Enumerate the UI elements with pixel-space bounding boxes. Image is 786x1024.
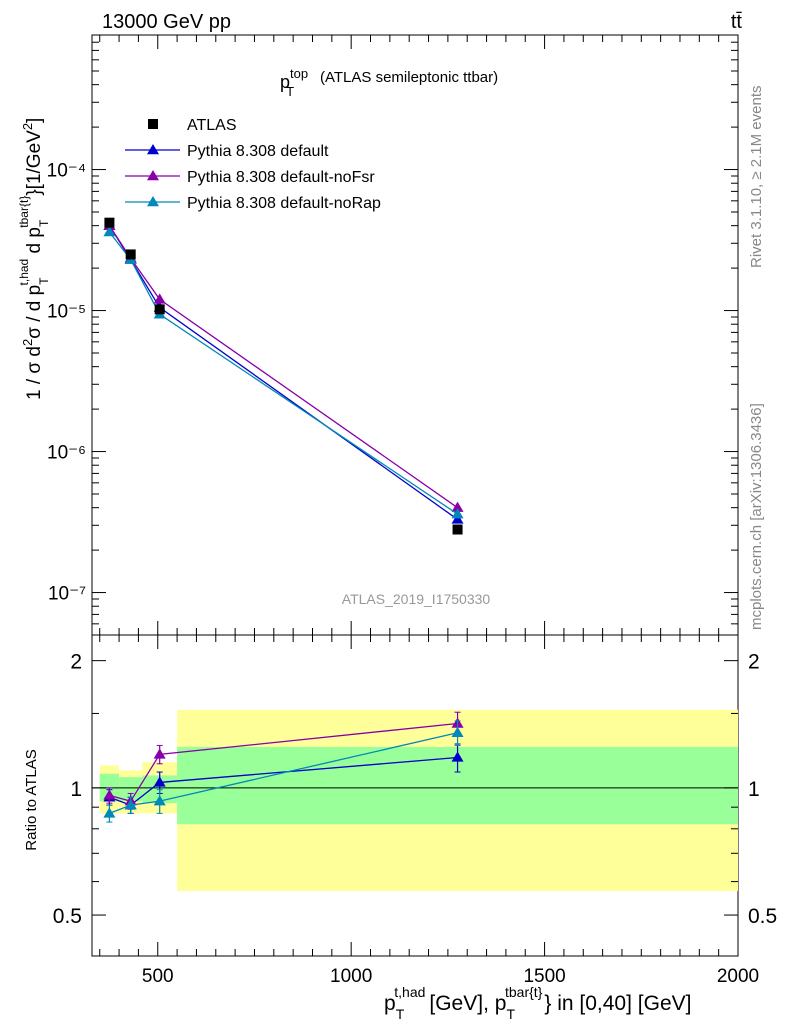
main-series-group — [103, 217, 464, 535]
y-tick-label: 10⁻⁴ — [47, 161, 86, 182]
series-line — [108, 225, 458, 520]
ratio-series-point — [153, 776, 166, 787]
series-point — [103, 226, 116, 237]
ratio-series-point — [451, 726, 464, 737]
series-line — [108, 231, 458, 515]
data-point — [452, 524, 463, 535]
legend-marker-data — [148, 119, 158, 129]
xlabel: pTt,had [GeV], pTtbar{t}} in [0,40] [GeV] — [384, 984, 691, 1022]
main-ylabel: 1 / σ d2σ / d pTt,had d pTtbar{t}}[1/GeV… — [17, 118, 51, 400]
x-tick-label: 500 — [142, 966, 174, 987]
main-axis-ticks: 10⁻⁷ 10⁻⁶ 10⁻⁵ 10⁻⁴ — [47, 35, 739, 636]
ratio-series-line — [109, 756, 458, 806]
series-point — [451, 501, 464, 512]
ratio-y-tick-label: 1 — [70, 778, 82, 801]
analysis-label: ATLAS_2019_I1750330 — [342, 591, 491, 607]
stat-uncertainty-band — [119, 777, 143, 802]
series-point — [451, 513, 464, 524]
legend-label-data: ATLAS — [187, 117, 237, 134]
ratio-uncertainty-bands — [92, 709, 738, 892]
ratio-series-point — [153, 795, 166, 806]
ratio-ylabel: Ratio to ATLAS — [23, 749, 40, 850]
ratio-series-line — [109, 722, 458, 802]
legend: ATLAS Pythia 8.308 default Pythia 8.308 de… — [125, 117, 381, 212]
x-tick-label: 1500 — [523, 966, 565, 987]
ratio-y-tick-label: 2 — [70, 651, 82, 674]
ratio-axis-ticks: 0.5 0.5 1 1 2 2 500 1000 1500 2000 — [53, 635, 777, 987]
ratio-series-group — [103, 711, 464, 823]
data-point — [125, 249, 136, 260]
data-point — [154, 304, 165, 315]
ratio-series-point — [103, 807, 116, 818]
data-point — [104, 217, 115, 228]
ratio-series-line — [109, 732, 458, 815]
ratio-series-point — [103, 789, 116, 800]
ratio-series-point — [124, 799, 137, 810]
plot-title-rest: (ATLAS semileptonic ttbar) — [320, 69, 498, 86]
x-tick-label: 1000 — [330, 966, 372, 987]
plot-title: ptop T — [280, 66, 308, 99]
legend-label: Pythia 8.308 default — [187, 143, 329, 160]
legend-marker — [147, 170, 159, 181]
legend-marker — [147, 196, 159, 207]
y-tick-label: 10⁻⁶ — [47, 443, 86, 464]
ratio-series-point — [153, 748, 166, 759]
x-tick-label: 2000 — [717, 966, 759, 987]
y-tick-label: 10⁻⁷ — [48, 584, 86, 605]
ratio-y-tick-label: 0.5 — [53, 905, 82, 928]
series-point — [451, 508, 464, 519]
energy-label: 13000 GeV pp — [102, 11, 231, 33]
y-tick-label: 10⁻⁵ — [47, 302, 86, 323]
series-point — [153, 293, 166, 304]
ratio-y-tick-label-right: 0.5 — [748, 905, 777, 928]
ratio-y-tick-label-right: 1 — [748, 778, 760, 801]
ratio-series-point — [451, 751, 464, 762]
legend-label: Pythia 8.308 default-noRap — [187, 195, 381, 212]
series-line — [108, 225, 458, 509]
ratio-y-tick-label-right: 2 — [748, 651, 760, 674]
mcplots-label: mcplots.cern.ch [arXiv:1306.3436] — [748, 403, 765, 630]
rivet-label: Rivet 3.1.10, ≥ 2.1M events — [748, 86, 765, 269]
process-label: tt̄ — [731, 11, 743, 33]
legend-marker — [147, 144, 159, 155]
legend-label: Pythia 8.308 default-noFsr — [187, 169, 375, 186]
